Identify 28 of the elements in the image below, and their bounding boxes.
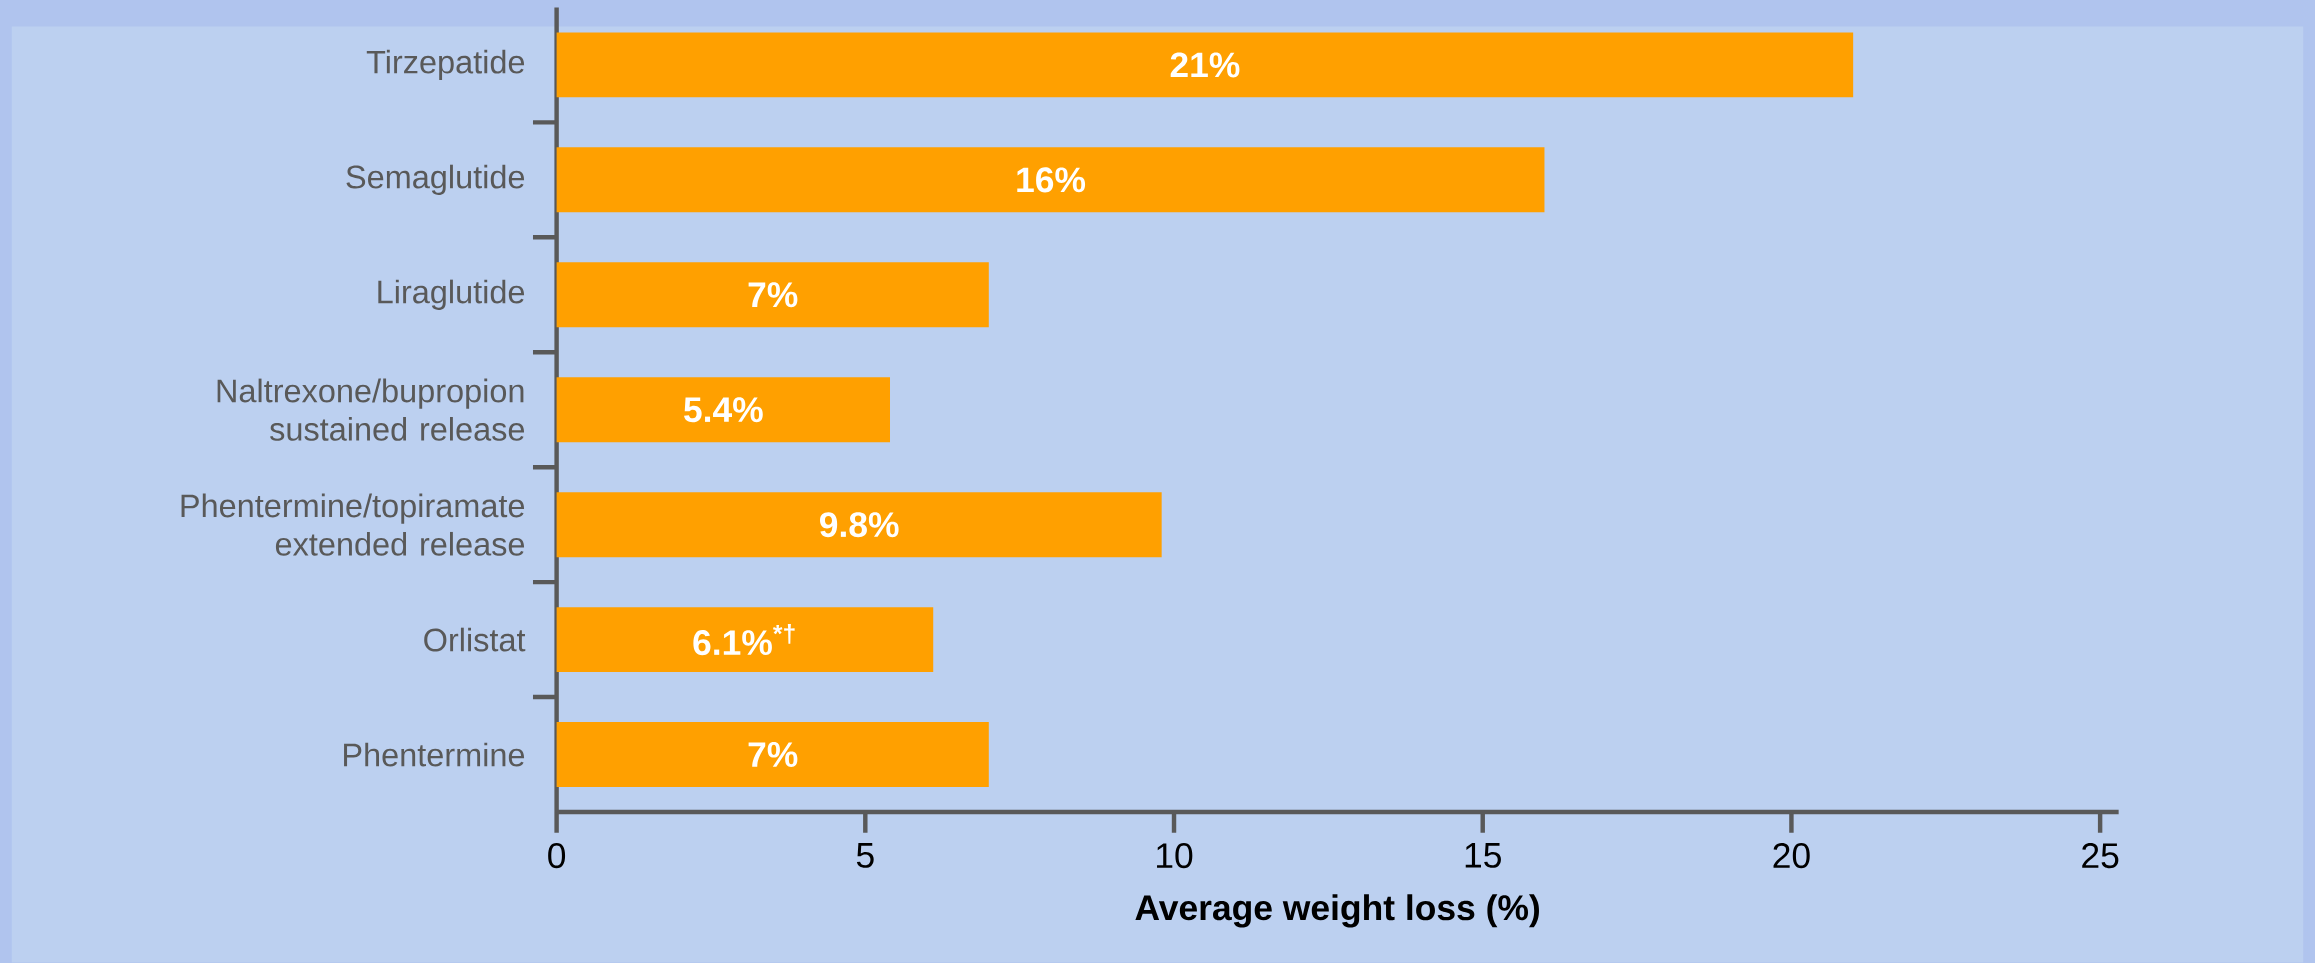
data-label: 16% [1017, 167, 1086, 193]
x-tick-label: 15 [1465, 843, 1501, 869]
bar [556, 147, 1545, 213]
bar [556, 262, 989, 328]
bar [556, 607, 934, 673]
y-tick-label: Tirzepatide [366, 49, 525, 81]
y-tick-label: Liraglutide [378, 279, 525, 311]
data-label: 21% [1170, 52, 1240, 78]
bar [556, 32, 1854, 98]
bar [556, 492, 1162, 558]
x-tick-label: 0 [548, 843, 566, 869]
y-tick-label: Naltrexone/bupropion sustained release [217, 378, 525, 442]
data-label: 7% [748, 282, 798, 308]
data-label: 7% [748, 742, 798, 768]
bar [556, 722, 989, 788]
x-tick-label: 25 [2082, 843, 2119, 869]
x-tick-label: 5 [856, 843, 874, 869]
y-tick-label: Semaglutide [346, 164, 525, 196]
y-tick-label: Orlistat [424, 627, 526, 652]
data-label: 5.4% [684, 397, 763, 423]
bar [556, 377, 891, 443]
x-tick-label: 20 [1773, 843, 1810, 869]
x-tick-label: 10 [1157, 843, 1193, 869]
x-axis-title: Average weight loss (%) [1135, 894, 1539, 928]
data-label: 9.8% [820, 512, 899, 538]
y-tick-label: Phentermine/topiramate extended release [181, 493, 525, 556]
y-tick-label: Phentermine [344, 742, 525, 767]
data-label: 6.1%$^{*†}$ [693, 624, 795, 656]
